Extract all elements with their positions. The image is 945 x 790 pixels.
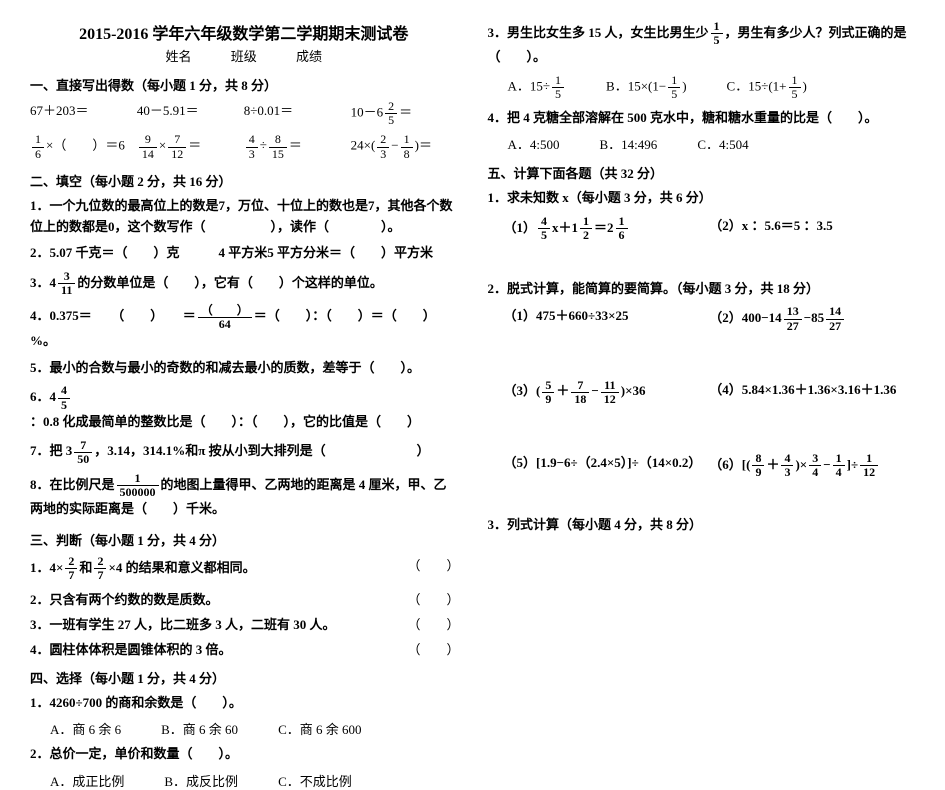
section-2-header: 二、填空（每小题 2 分，共 16 分） (30, 171, 458, 190)
s4-q4-a: A．4:500 (508, 134, 560, 153)
label-class: 班级 (231, 49, 257, 64)
label-name: 姓名 (165, 49, 191, 64)
s6-p3: （3）(59＋718−1112)×36 (504, 379, 710, 406)
s4-q3-choices: A．15÷15 B．15×(1−15) C．15÷(1+15) (488, 74, 916, 101)
s2-q2: 2．5.07 千克＝（ ）克 4 平方米5 平方分米＝（ ）平方米 (30, 243, 458, 264)
s6-sub3: 3．列式计算（每小题 4 分，共 8 分） (488, 515, 916, 536)
s4-q1-a: A．商 6 余 6 (50, 719, 121, 738)
s6-p6: （6）[(89＋43)×34−14]÷112 (709, 452, 915, 479)
section-3-header: 三、判断（每小题 1 分，共 4 分） (30, 530, 458, 549)
s4-q2-c: C．不成比例 (278, 771, 352, 790)
s2-q4: 4．0.375＝ （ ） ＝（ ）64＝（ ）：（ ）＝（ ）%。 (30, 304, 458, 352)
s4-q2: 2．总价一定，单价和数量（ ）。 (30, 744, 458, 765)
s4-q1-b: B．商 6 余 60 (161, 719, 238, 738)
section-5-header: 五、计算下面各题（共 32 分） (488, 163, 916, 182)
s1-q4: 10－625＝ (351, 100, 458, 127)
section-1-header: 一、直接写出得数（每小题 1 分，共 8 分） (30, 75, 458, 94)
s6-p5: （5）[1.9−6÷（2.4×5）]÷（14×0.2） (504, 452, 710, 479)
s2-q3: 3．4311的分数单位是（ ），它有（ ）个这样的单位。 (30, 270, 458, 297)
s4-q3-c: C．15÷(1+15) (727, 74, 807, 101)
s4-q3-b: B．15×(1−15) (606, 74, 687, 101)
left-column: 2015-2016 学年六年级数学第二学期期末测试卷 姓名 班级 成绩 一、直接… (30, 20, 458, 650)
s6-sub2: 2．脱式计算，能简算的要简算。（每小题 3 分，共 18 分） (488, 279, 916, 300)
s6-eq-row: （1）45x＋112＝216 （2）x ：5.6＝5 ：3.5 (488, 215, 916, 242)
s1-q8: 24×(23−18)＝ (351, 133, 458, 160)
s4-q2-b: B．成反比例 (164, 771, 238, 790)
s1-q5: 16×（ ）＝6 (30, 133, 137, 160)
s1-row2: 16×（ ）＝6 914×712＝ 43÷815＝ 24×(23−18)＝ (30, 133, 458, 160)
s2-q8: 8．在比例尺是1500000的地图上量得甲、乙两地的距离是 4 厘米，甲、乙两地… (30, 472, 458, 520)
s1-q2: 40－5.91＝ (137, 100, 244, 127)
s6-p12: （1）475＋660÷33×25 （2）400−141327−851427 (488, 305, 916, 332)
s3-q4: 4．圆柱体体积是圆锥体积的 3 倍。（ ） (30, 639, 458, 658)
s4-q1: 1．4260÷700 的商和余数是（ ）。 (30, 693, 458, 714)
s3-q3: 3．一班有学生 27 人，比二班多 3 人，二班有 30 人。（ ） (30, 614, 458, 633)
s6-p1: （1）475＋660÷33×25 (504, 305, 710, 332)
s6-e2: （2）x ：5.6＝5 ：3.5 (709, 215, 915, 242)
exam-title: 2015-2016 学年六年级数学第二学期期末测试卷 (30, 20, 458, 44)
s4-q3: 3．男生比女生多 15 人，女生比男生少15，男生有多少人？列式正确的是（ ）。 (488, 20, 916, 68)
s4-q2-a: A．成正比例 (50, 771, 124, 790)
s4-q4: 4．把 4 克糖全部溶解在 500 克水中，糖和糖水重量的比是（ ）。 (488, 108, 916, 129)
s2-q6: 6．445：0.8 化成最简单的整数比是（ ）：（ ），它的比值是（ ） (30, 384, 458, 432)
s4-q1-choices: A．商 6 余 6 B．商 6 余 60 C．商 6 余 600 (30, 719, 458, 738)
s1-q3: 8÷0.01＝ (244, 100, 351, 127)
s2-q7: 7．把 3750，3.14，314.1%和π 按从小到大排列是（ ） (30, 439, 458, 466)
s1-q6: 914×712＝ (137, 133, 244, 160)
s4-q4-c: C．4:504 (697, 134, 748, 153)
s6-p2: （2）400−141327−851427 (709, 305, 915, 332)
s4-q2-choices: A．成正比例 B．成反比例 C．不成比例 (30, 771, 458, 790)
s4-q3-a: A．15÷15 (508, 74, 567, 101)
s2-q5: 5．最小的合数与最小的奇数的和减去最小的质数，差等于（ ）。 (30, 358, 458, 379)
s3-q1: 1．4×27和27×4 的结果和意义都相同。 （ ） (30, 555, 458, 582)
s1-row1: 67＋203＝ 40－5.91＝ 8÷0.01＝ 10－625＝ (30, 100, 458, 127)
s1-q1: 67＋203＝ (30, 100, 137, 127)
s4-q4-b: B．14:496 (600, 134, 658, 153)
s6-sub1: 1．求未知数 x（每小题 3 分，共 6 分） (488, 188, 916, 209)
s6-p34: （3）(59＋718−1112)×36 （4）5.84×1.36＋1.36×3.… (488, 379, 916, 406)
s4-q1-c: C．商 6 余 600 (278, 719, 361, 738)
right-column: 3．男生比女生多 15 人，女生比男生少15，男生有多少人？列式正确的是（ ）。… (488, 20, 916, 650)
s2-q1: 1．一个九位数的最高位上的数是7，万位、十位上的数也是7，其他各个数位上的数都是… (30, 196, 458, 238)
s1-q7: 43÷815＝ (244, 133, 351, 160)
s6-p4: （4）5.84×1.36＋1.36×3.16＋1.36 (709, 379, 915, 406)
section-4-header: 四、选择（每小题 1 分，共 4 分） (30, 668, 458, 687)
label-score: 成绩 (296, 49, 322, 64)
s4-q4-choices: A．4:500 B．14:496 C．4:504 (488, 134, 916, 153)
exam-subtitle: 姓名 班级 成绩 (30, 46, 458, 65)
s6-e1: （1）45x＋112＝216 (504, 215, 710, 242)
s3-q2: 2．只含有两个约数的数是质数。（ ） (30, 589, 458, 608)
s6-p56: （5）[1.9−6÷（2.4×5）]÷（14×0.2） （6）[(89＋43)×… (488, 452, 916, 479)
